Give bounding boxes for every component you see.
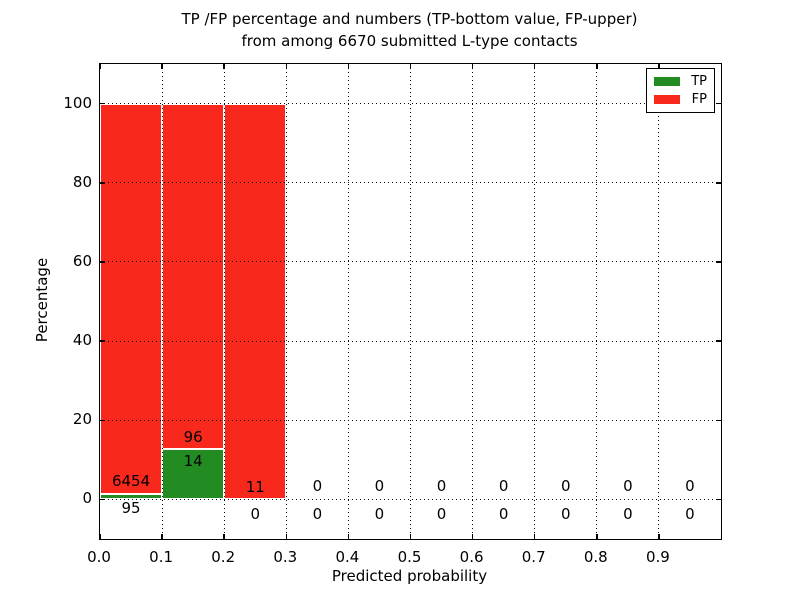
y-tick-label: 60 xyxy=(72,251,92,270)
x-tick-mark xyxy=(223,64,225,69)
tp-bar xyxy=(162,449,225,500)
x-tick-label: 0.5 xyxy=(397,548,422,566)
fp-count-label: 0 xyxy=(560,476,571,495)
y-tick-label: 80 xyxy=(72,172,92,191)
x-tick-mark xyxy=(161,64,163,69)
x-axis-label: Predicted probability xyxy=(331,567,488,585)
fp-count-label: 0 xyxy=(685,476,695,495)
x-tick-mark xyxy=(658,64,660,69)
x-tick-mark xyxy=(99,64,101,69)
fp-count-label: 0 xyxy=(312,476,323,495)
tp-count-label: 0 xyxy=(250,505,261,524)
y-tick-mark xyxy=(100,261,105,263)
y-tick-mark xyxy=(100,102,105,105)
x-tick-label: 0.9 xyxy=(645,548,670,566)
legend-label-tp: TP xyxy=(691,74,707,89)
legend-label-fp: FP xyxy=(691,92,707,107)
x-tick-mark xyxy=(99,534,101,539)
y-tick-mark xyxy=(716,261,721,263)
x-tick-label: 0.2 xyxy=(211,548,236,566)
fp-count-label: 0 xyxy=(498,476,509,495)
tp-count-label: 14 xyxy=(183,452,203,471)
fp-swatch-icon xyxy=(654,95,680,104)
fp-count-label: 0 xyxy=(436,476,447,495)
x-tick-mark xyxy=(409,64,412,69)
legend-item-fp: FP xyxy=(654,92,707,107)
v-gridline xyxy=(534,64,536,539)
y-tick-mark xyxy=(100,419,105,421)
x-tick-label: 0.8 xyxy=(583,548,608,566)
x-tick-mark xyxy=(533,534,536,539)
y-axis-label: Percentage xyxy=(33,257,51,343)
x-tick-mark xyxy=(658,534,660,539)
v-gridline xyxy=(161,64,163,539)
fp-count-label: 96 xyxy=(183,427,203,446)
y-tick-label: 20 xyxy=(72,410,92,429)
fp-bar xyxy=(100,103,163,494)
x-tick-mark xyxy=(223,534,225,539)
y-tick-mark xyxy=(100,498,105,501)
tp-count-label: 0 xyxy=(436,505,447,524)
y-tick-label: 40 xyxy=(72,331,92,350)
chart-title: TP /FP percentage and numbers (TP-bottom… xyxy=(99,8,720,52)
x-tick-mark xyxy=(596,64,598,69)
tp-count-label: 0 xyxy=(685,505,695,524)
x-tick-mark xyxy=(471,64,474,69)
x-tick-mark xyxy=(285,534,288,539)
x-tick-mark xyxy=(596,534,598,539)
v-gridline xyxy=(658,64,660,539)
x-tick-mark xyxy=(285,64,288,69)
v-gridline xyxy=(596,64,598,539)
fp-bar xyxy=(162,103,225,450)
fp-count-label: 0 xyxy=(374,476,385,495)
tp-count-label: 0 xyxy=(623,505,633,524)
x-tick-label: 0.3 xyxy=(273,548,298,566)
y-tick-label: 100 xyxy=(63,93,92,112)
fp-count-label: 6454 xyxy=(111,472,151,491)
v-gridline xyxy=(347,64,349,539)
v-gridline xyxy=(285,64,287,539)
y-tick-mark xyxy=(100,340,105,342)
y-tick-mark xyxy=(100,182,105,184)
x-tick-label: 0.6 xyxy=(459,548,484,566)
y-tick-mark xyxy=(716,102,721,105)
chart-title-line1: TP /FP percentage and numbers (TP-bottom… xyxy=(181,10,638,28)
x-tick-label: 0.4 xyxy=(335,548,360,566)
x-tick-mark xyxy=(471,534,474,539)
x-tick-label: 0.1 xyxy=(149,548,174,566)
tp-count-label: 0 xyxy=(498,505,509,524)
x-tick-label: 0.0 xyxy=(87,548,111,566)
y-tick-mark xyxy=(716,182,721,184)
fp-count-label: 0 xyxy=(623,476,633,495)
x-tick-mark xyxy=(347,64,350,69)
legend: TP FP xyxy=(646,68,715,113)
tp-count-label: 0 xyxy=(374,505,385,524)
legend-item-tp: TP xyxy=(654,74,707,89)
y-tick-label: 0 xyxy=(82,489,92,508)
x-tick-mark xyxy=(161,534,163,539)
v-gridline xyxy=(223,64,225,539)
x-tick-mark xyxy=(347,534,350,539)
x-tick-mark xyxy=(409,534,412,539)
fp-bar xyxy=(224,103,287,500)
x-tick-label: 0.7 xyxy=(521,548,546,566)
v-gridline xyxy=(472,64,474,539)
plot-area: TP FP 6454 95 96 14 11 0 0 0 0 0 0 0 0 0 0 0 0 0 0 0 xyxy=(99,63,722,540)
y-tick-mark xyxy=(716,498,721,501)
v-gridline xyxy=(410,64,411,539)
tp-count-label: 95 xyxy=(121,499,141,518)
chart-title-line2: from among 6670 submitted L-type contact… xyxy=(241,32,578,50)
y-tick-mark xyxy=(716,340,721,342)
y-tick-mark xyxy=(716,419,721,421)
tp-count-label: 0 xyxy=(560,505,571,524)
tp-swatch-icon xyxy=(654,77,680,86)
fp-count-label: 11 xyxy=(245,477,265,496)
x-tick-mark xyxy=(533,64,536,69)
tp-count-label: 0 xyxy=(312,505,323,524)
